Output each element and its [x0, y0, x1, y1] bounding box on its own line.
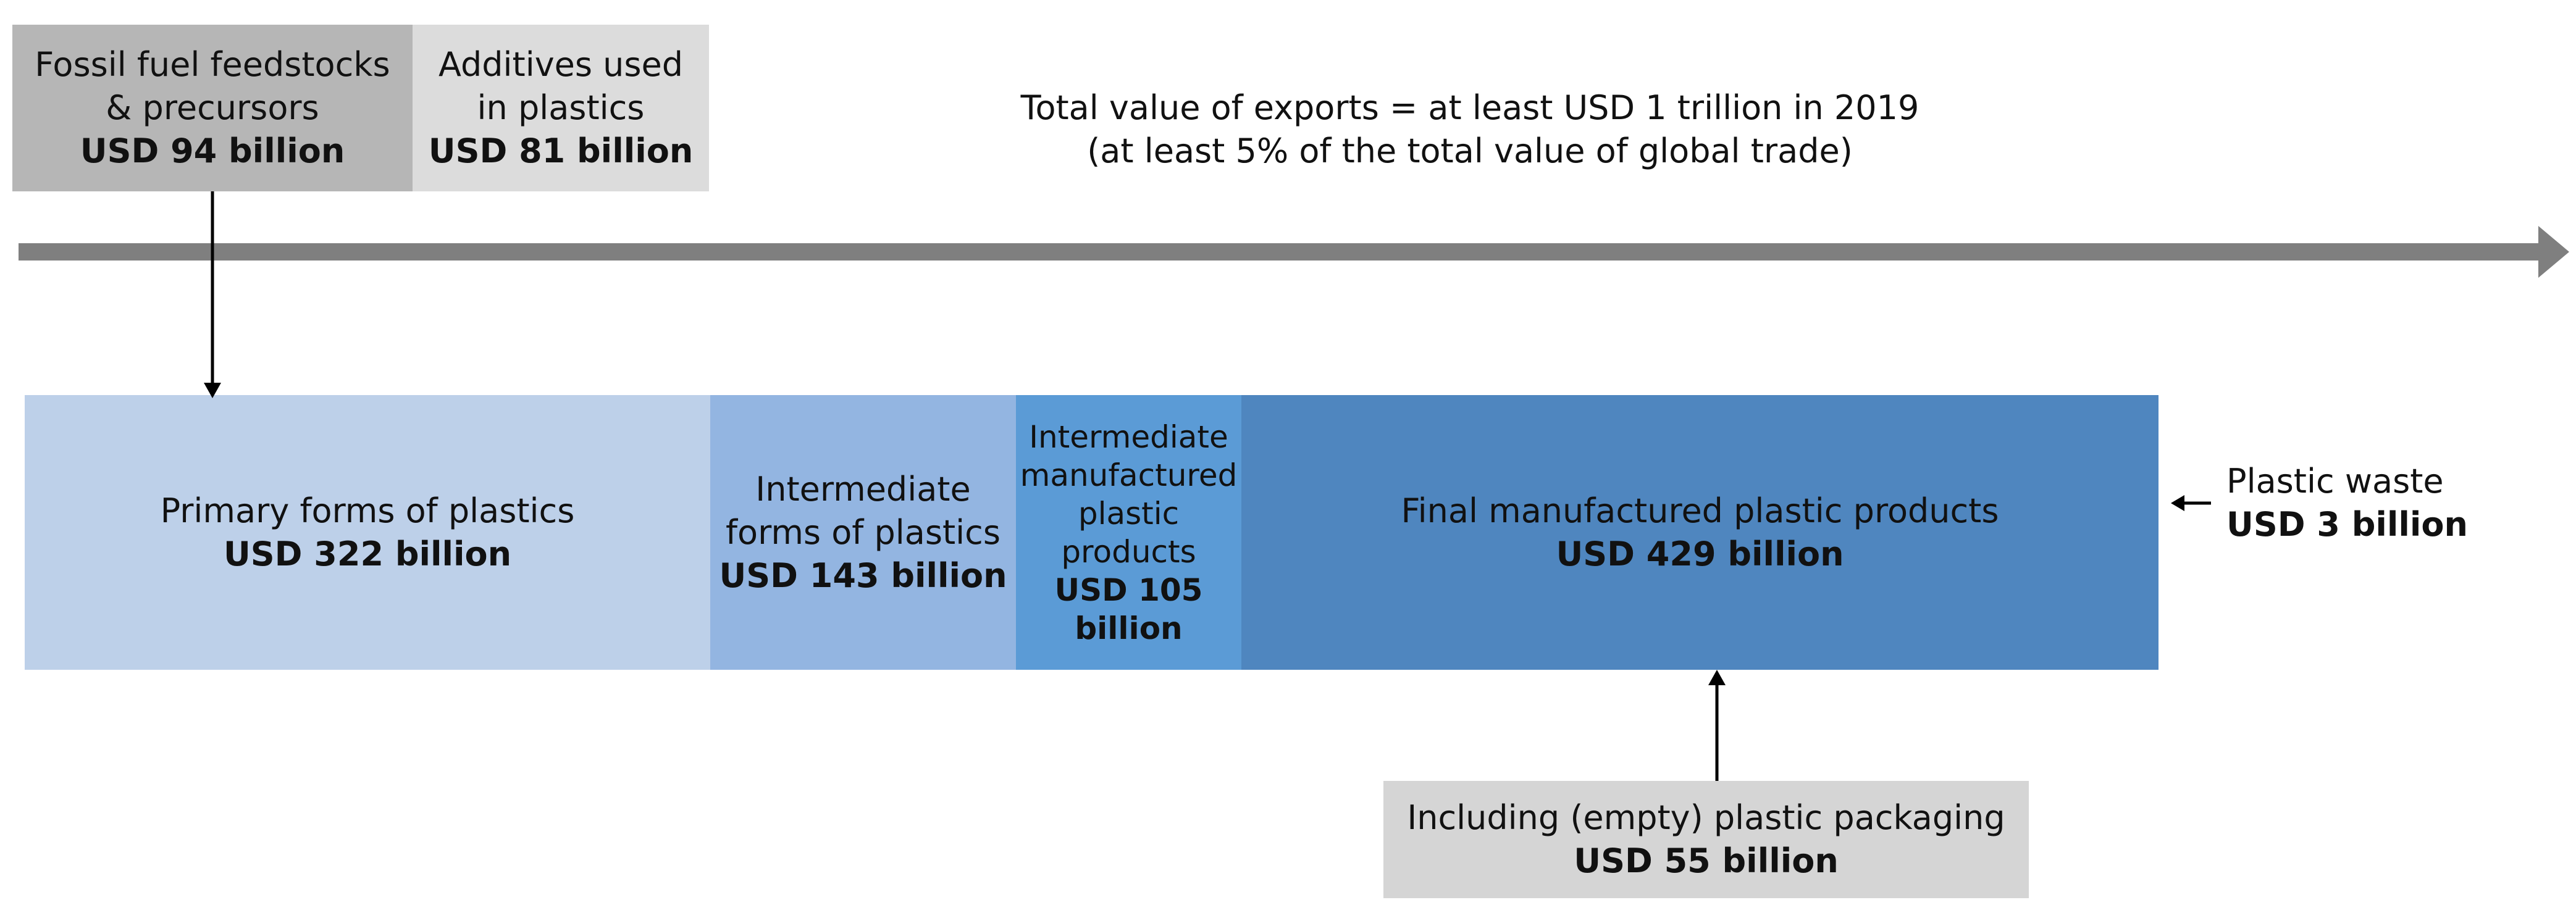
- plastic-waste-value: USD 3 billion: [2226, 505, 2468, 544]
- additives-value: USD 81 billion: [428, 131, 694, 170]
- stage-primary-label: Primary forms of plastics: [160, 491, 575, 530]
- fossil-fuel-value: USD 94 billion: [80, 131, 345, 170]
- fossil-fuel-label-line2: & precursors: [106, 88, 319, 127]
- stage-final-label: Final manufactured plastic products: [1401, 491, 1999, 530]
- stage-intermediate-products-label1: Intermediate: [1029, 419, 1228, 455]
- stage-intermediate-products-label3: plastic: [1078, 495, 1180, 532]
- fossil-fuel-box: Fossil fuel feedstocks & precursors USD …: [12, 25, 413, 191]
- additives-label-line2: in plastics: [477, 88, 645, 127]
- stage-final-products: Final manufactured plastic products USD …: [1241, 395, 2159, 670]
- plastic-waste-label: Plastic waste: [2226, 462, 2444, 501]
- stage-primary-forms: Primary forms of plastics USD 322 billio…: [25, 395, 710, 670]
- timeline-arrow-shaft: [19, 243, 2545, 261]
- additives-box: Additives used in plastics USD 81 billio…: [413, 25, 709, 191]
- plastic-waste-note: Plastic waste USD 3 billion: [2226, 460, 2504, 546]
- stage-intermediate-products-value2: billion: [1075, 610, 1183, 646]
- total-exports-line1: Total value of exports = at least USD 1 …: [1020, 88, 1919, 127]
- stage-intermediate-products-label2: manufactured: [1020, 457, 1238, 493]
- stage-intermediate-products: Intermediate manufactured plastic produc…: [1016, 395, 1241, 670]
- packaging-label: Including (empty) plastic packaging: [1407, 798, 2005, 837]
- fossil-fuel-label-line1: Fossil fuel feedstocks: [35, 45, 390, 84]
- total-exports-line2: (at least 5% of the total value of globa…: [1087, 131, 1853, 170]
- packaging-box: Including (empty) plastic packaging USD …: [1383, 781, 2029, 898]
- stage-primary-value: USD 322 billion: [223, 534, 512, 573]
- feedstock-arrow-head-icon: [204, 383, 221, 398]
- stage-intermediate-products-value1: USD 105: [1054, 572, 1203, 608]
- packaging-arrow-head-icon: [1708, 670, 1726, 685]
- stage-intermediate-forms: Intermediate forms of plastics USD 143 b…: [710, 395, 1016, 670]
- timeline-arrow-head-icon: [2538, 226, 2569, 278]
- stage-intermediate-forms-value: USD 143 billion: [719, 556, 1007, 595]
- additives-label-line1: Additives used: [438, 45, 684, 84]
- stage-final-value: USD 429 billion: [1556, 534, 1844, 573]
- total-exports-note: Total value of exports = at least USD 1 …: [914, 86, 2026, 173]
- stage-intermediate-forms-label2: forms of plastics: [726, 512, 1001, 552]
- stage-intermediate-forms-label1: Intermediate: [755, 469, 971, 509]
- stage-intermediate-products-label4: products: [1061, 533, 1196, 570]
- waste-arrow-head-icon: [2171, 495, 2184, 511]
- packaging-value: USD 55 billion: [1574, 841, 1839, 880]
